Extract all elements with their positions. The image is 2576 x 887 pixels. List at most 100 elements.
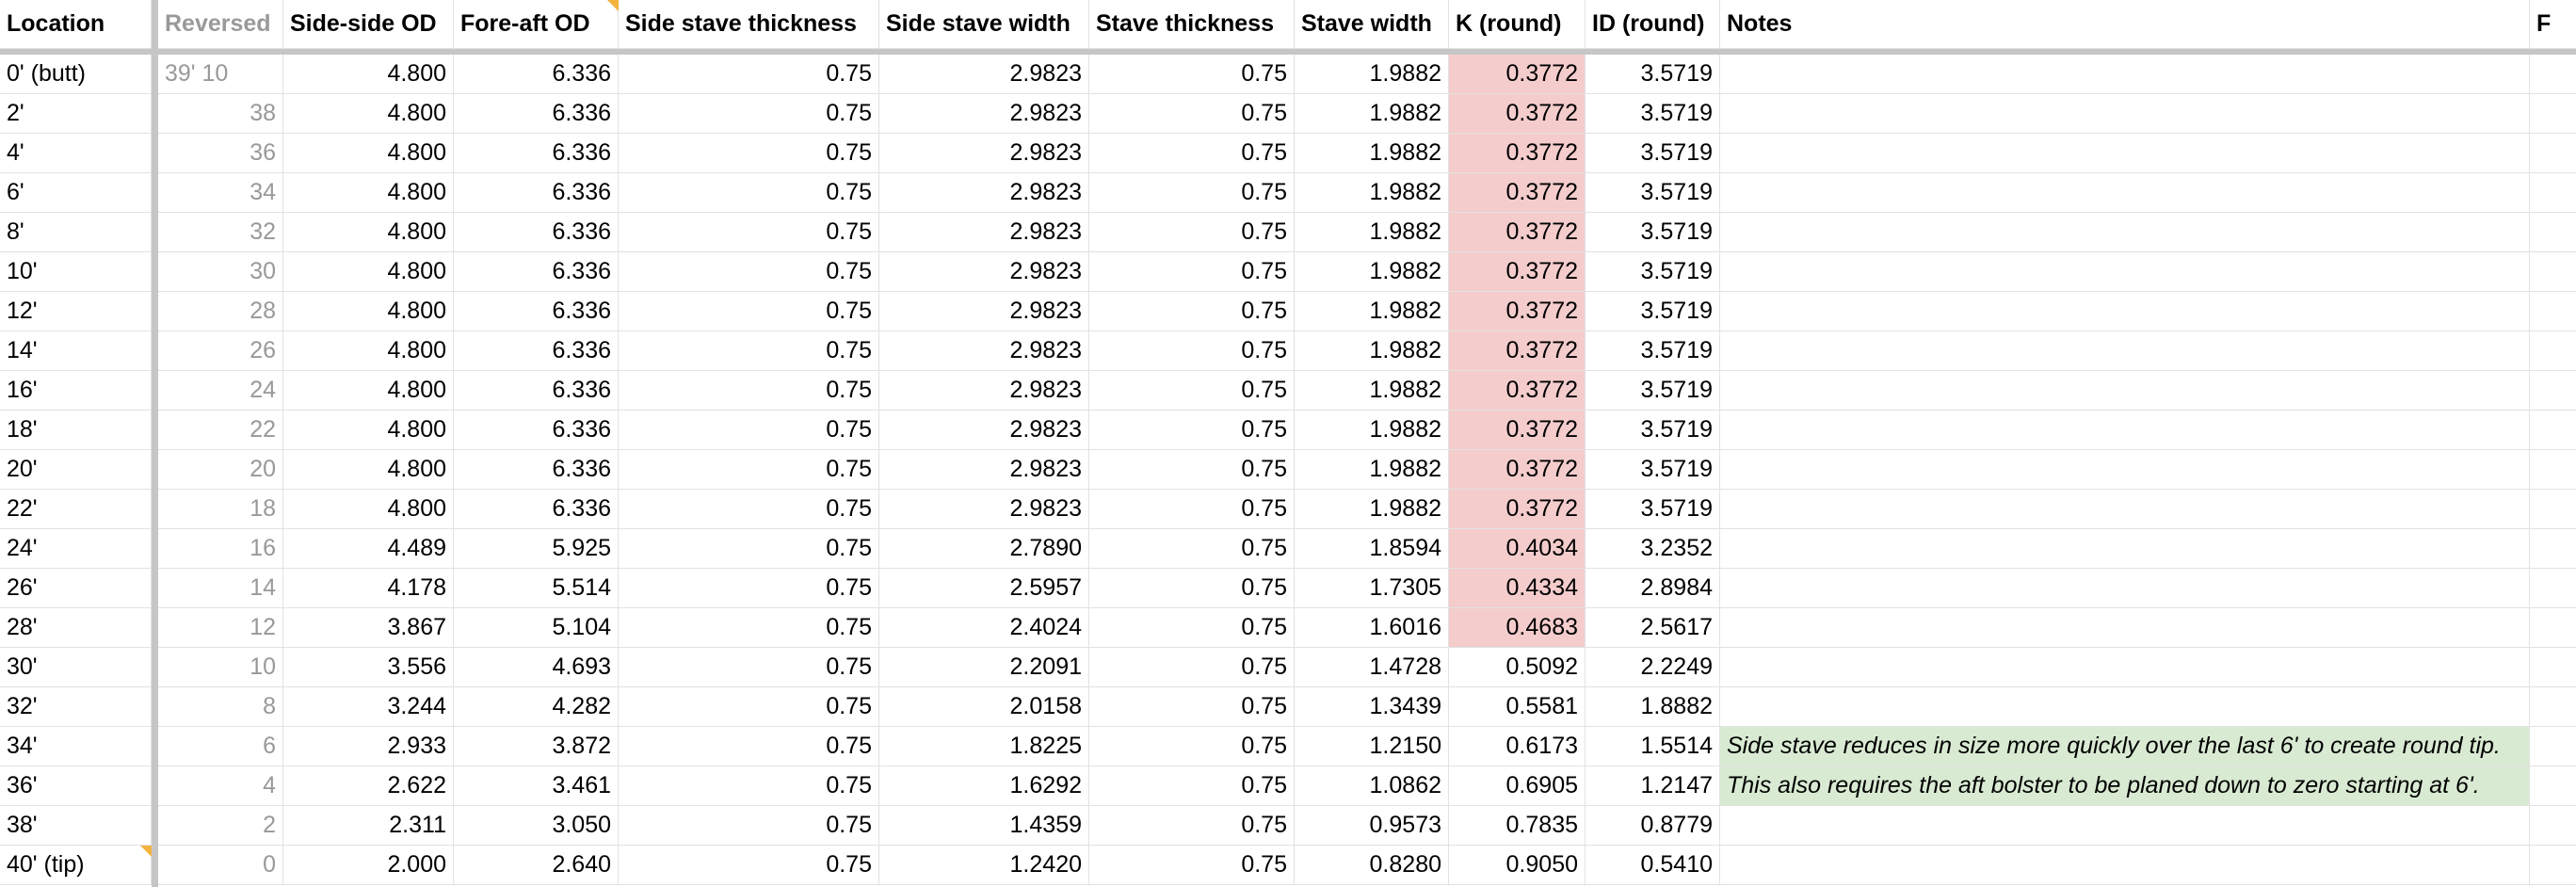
cell[interactable]: 24 — [158, 371, 283, 411]
cell[interactable]: 3.5719 — [1586, 411, 1720, 450]
cell[interactable]: 10' — [0, 252, 152, 292]
empty-cell[interactable] — [1720, 94, 2530, 134]
cell[interactable]: 0.75 — [619, 806, 879, 846]
empty-cell[interactable] — [1720, 252, 2530, 292]
empty-cell[interactable] — [2530, 411, 2576, 450]
empty-cell[interactable] — [1720, 292, 2530, 331]
cell[interactable]: 0.75 — [619, 411, 879, 450]
cell[interactable]: 4.800 — [283, 450, 454, 490]
cell[interactable]: 2 — [158, 806, 283, 846]
empty-cell[interactable] — [1720, 173, 2530, 213]
cell[interactable]: 22' — [0, 490, 152, 529]
cell[interactable]: 0.75 — [1089, 727, 1295, 766]
cell[interactable]: 3.461 — [454, 766, 619, 806]
cell[interactable]: 20' — [0, 450, 152, 490]
cell[interactable]: 2' — [0, 94, 152, 134]
empty-cell[interactable] — [2530, 846, 2576, 885]
cell[interactable]: 0.75 — [1089, 331, 1295, 371]
cell[interactable]: 20 — [158, 450, 283, 490]
cell[interactable]: 0.9050 — [1449, 846, 1586, 885]
cell[interactable]: 3.5719 — [1586, 213, 1720, 252]
cell[interactable]: 0.6905 — [1449, 766, 1586, 806]
cell[interactable]: 4 — [158, 766, 283, 806]
cell[interactable]: 2.2249 — [1586, 648, 1720, 687]
cell[interactable]: 0.75 — [1089, 490, 1295, 529]
empty-cell[interactable] — [2530, 94, 2576, 134]
cell[interactable]: 0.3772 — [1449, 134, 1586, 173]
cell[interactable]: 36' — [0, 766, 152, 806]
empty-cell[interactable] — [2530, 648, 2576, 687]
cell[interactable]: 2.9823 — [879, 292, 1089, 331]
cell[interactable]: 10 — [158, 648, 283, 687]
empty-cell[interactable] — [2530, 252, 2576, 292]
cell[interactable]: 0.4334 — [1449, 569, 1586, 608]
cell[interactable]: 1.9882 — [1295, 450, 1449, 490]
cell[interactable]: 32' — [0, 687, 152, 727]
cell[interactable]: 5.925 — [454, 529, 619, 569]
empty-cell[interactable] — [1720, 569, 2530, 608]
column-header[interactable]: Stave thickness — [1089, 0, 1295, 49]
cell[interactable]: 1.5514 — [1586, 727, 1720, 766]
cell[interactable]: 4.800 — [283, 331, 454, 371]
cell[interactable]: 1.9882 — [1295, 331, 1449, 371]
empty-cell[interactable] — [1720, 55, 2530, 94]
cell[interactable]: 0.3772 — [1449, 252, 1586, 292]
cell[interactable]: 0.8779 — [1586, 806, 1720, 846]
empty-cell[interactable] — [1720, 411, 2530, 450]
cell[interactable]: 2.8984 — [1586, 569, 1720, 608]
cell[interactable]: 4.800 — [283, 371, 454, 411]
cell[interactable]: 0.75 — [619, 846, 879, 885]
cell[interactable]: 1.9882 — [1295, 94, 1449, 134]
cell[interactable]: 3.5719 — [1586, 252, 1720, 292]
cell[interactable]: 0.75 — [619, 371, 879, 411]
cell[interactable]: 26 — [158, 331, 283, 371]
cell[interactable]: 12 — [158, 608, 283, 648]
cell[interactable]: 30' — [0, 648, 152, 687]
empty-cell[interactable] — [2530, 687, 2576, 727]
cell[interactable]: 2.9823 — [879, 94, 1089, 134]
cell[interactable]: 1.9882 — [1295, 292, 1449, 331]
cell[interactable]: 38 — [158, 94, 283, 134]
cell[interactable]: 3.5719 — [1586, 55, 1720, 94]
cell[interactable]: 1.6292 — [879, 766, 1089, 806]
cell[interactable]: 3.2352 — [1586, 529, 1720, 569]
cell[interactable]: 0' (butt) — [0, 55, 152, 94]
cell[interactable]: 0.75 — [619, 766, 879, 806]
cell[interactable]: 0.75 — [1089, 213, 1295, 252]
cell[interactable]: 5.514 — [454, 569, 619, 608]
cell[interactable]: 0.75 — [1089, 648, 1295, 687]
cell[interactable]: 1.8594 — [1295, 529, 1449, 569]
cell[interactable]: 2.5617 — [1586, 608, 1720, 648]
cell[interactable]: 0.75 — [1089, 371, 1295, 411]
cell[interactable]: 0.3772 — [1449, 331, 1586, 371]
empty-cell[interactable] — [1720, 134, 2530, 173]
cell[interactable]: 0.7835 — [1449, 806, 1586, 846]
cell[interactable]: 0.5410 — [1586, 846, 1720, 885]
cell[interactable]: 4.489 — [283, 529, 454, 569]
cell[interactable]: 0.3772 — [1449, 411, 1586, 450]
cell[interactable]: 4.800 — [283, 134, 454, 173]
cell[interactable]: 2.933 — [283, 727, 454, 766]
cell[interactable]: 16' — [0, 371, 152, 411]
cell[interactable]: 30 — [158, 252, 283, 292]
cell[interactable]: 6.336 — [454, 94, 619, 134]
cell[interactable]: 8' — [0, 213, 152, 252]
cell[interactable]: 0.75 — [1089, 529, 1295, 569]
cell[interactable]: 1.9882 — [1295, 134, 1449, 173]
cell[interactable]: 14' — [0, 331, 152, 371]
cell[interactable]: 6 — [158, 727, 283, 766]
cell[interactable]: 40' (tip) — [0, 846, 152, 885]
cell[interactable]: 0.3772 — [1449, 55, 1586, 94]
empty-cell[interactable] — [2530, 173, 2576, 213]
cell[interactable]: 2.9823 — [879, 134, 1089, 173]
empty-cell[interactable] — [1720, 213, 2530, 252]
column-header[interactable]: Fore-aft OD — [454, 0, 619, 49]
cell[interactable]: 4.178 — [283, 569, 454, 608]
column-header[interactable]: Stave width — [1295, 0, 1449, 49]
cell[interactable]: 1.2147 — [1586, 766, 1720, 806]
cell[interactable]: 0.75 — [619, 252, 879, 292]
empty-cell[interactable] — [2530, 766, 2576, 806]
cell[interactable]: 0.75 — [1089, 450, 1295, 490]
cell[interactable]: 6.336 — [454, 173, 619, 213]
cell[interactable]: 28' — [0, 608, 152, 648]
